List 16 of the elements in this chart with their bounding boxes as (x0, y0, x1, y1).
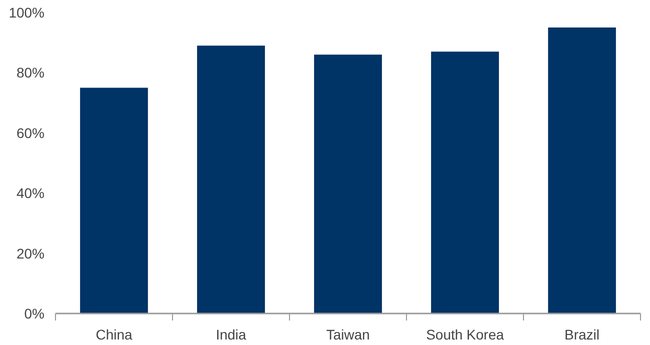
bar (431, 52, 499, 314)
y-tick-label: 60% (16, 124, 45, 141)
x-tick-label: India (216, 326, 246, 342)
bar (314, 54, 382, 314)
x-tick-label: China (96, 326, 133, 342)
x-tick-label: South Korea (426, 326, 504, 342)
bar (80, 88, 148, 314)
y-tick-label: 20% (16, 245, 45, 262)
y-tick-label: 0% (24, 306, 44, 322)
x-tick-label: Brazil (564, 326, 600, 342)
x-tick-label: Taiwan (326, 326, 370, 342)
y-tick-label: 80% (16, 64, 45, 81)
y-tick-label: 100% (8, 4, 45, 20)
bar (548, 28, 616, 314)
y-tick-label: 40% (16, 185, 45, 202)
bar (197, 46, 265, 314)
